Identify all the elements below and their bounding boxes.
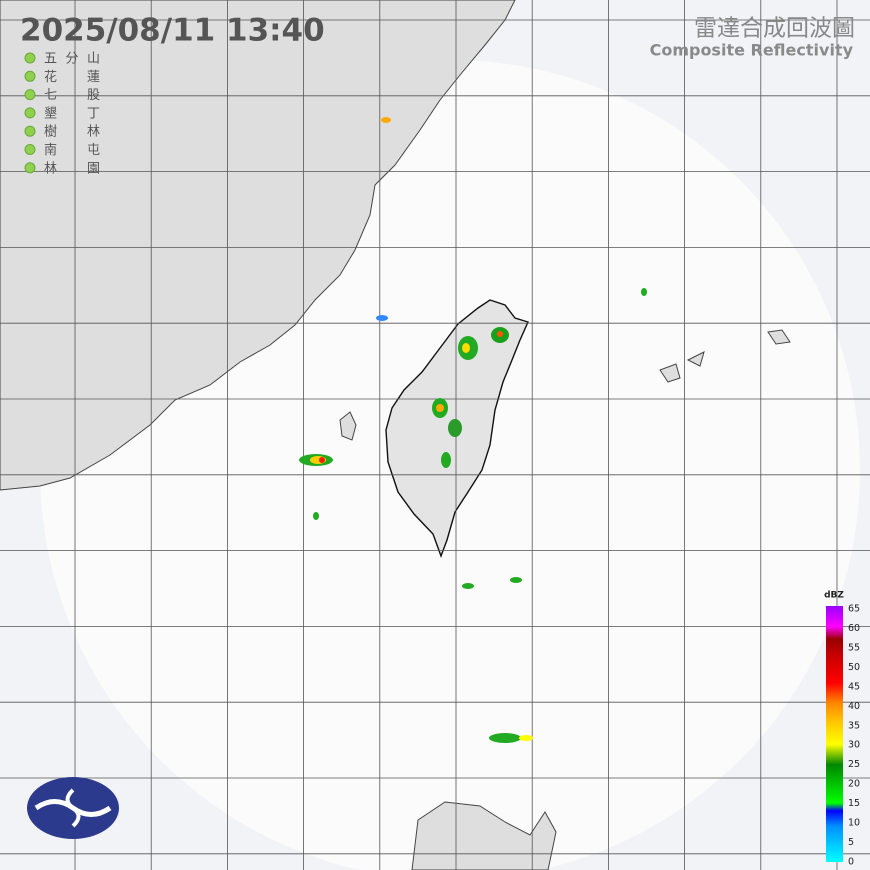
- ryukyu: [659, 329, 791, 383]
- subtitle: Composite Reflectivity: [650, 41, 854, 60]
- echoes: [299, 117, 647, 743]
- station-dot: [24, 144, 36, 155]
- legend-tick: 60: [848, 623, 860, 634]
- station-dot: [24, 70, 36, 82]
- legend-tick: 65: [848, 604, 860, 615]
- timestamp: 2025/08/11 13:40: [20, 13, 325, 49]
- station-dot: [24, 89, 36, 101]
- legend-tick: 55: [848, 642, 860, 653]
- legend: dBZ 0 5 10 15 20 25 30 35 40 45 50 55 60 65: [824, 591, 860, 868]
- legend-tick: 50: [848, 662, 860, 673]
- station-dot: [24, 125, 36, 137]
- legend-tick: 25: [848, 759, 860, 770]
- legend-tick: 0: [848, 857, 854, 868]
- station-dot: [24, 52, 36, 64]
- station-name: 五分山: [44, 52, 100, 67]
- color-bar: [826, 606, 843, 862]
- logo: [27, 777, 119, 839]
- legend-tick: 35: [848, 720, 860, 731]
- legend-tick: 45: [848, 681, 860, 692]
- station-dot: [24, 107, 36, 119]
- legend-tick: 30: [848, 740, 860, 751]
- title: 雷達合成回波圖: [694, 16, 855, 42]
- luzon: [411, 801, 557, 870]
- station-dot: [24, 162, 36, 174]
- penghu: [339, 411, 357, 441]
- legend-tick: 15: [848, 798, 860, 809]
- legend-tick: 20: [848, 779, 860, 790]
- legend-tick: 10: [848, 818, 860, 829]
- legend-unit: dBZ: [824, 591, 844, 601]
- legend-tick: 5: [848, 837, 854, 848]
- legend-tick: 40: [848, 701, 860, 712]
